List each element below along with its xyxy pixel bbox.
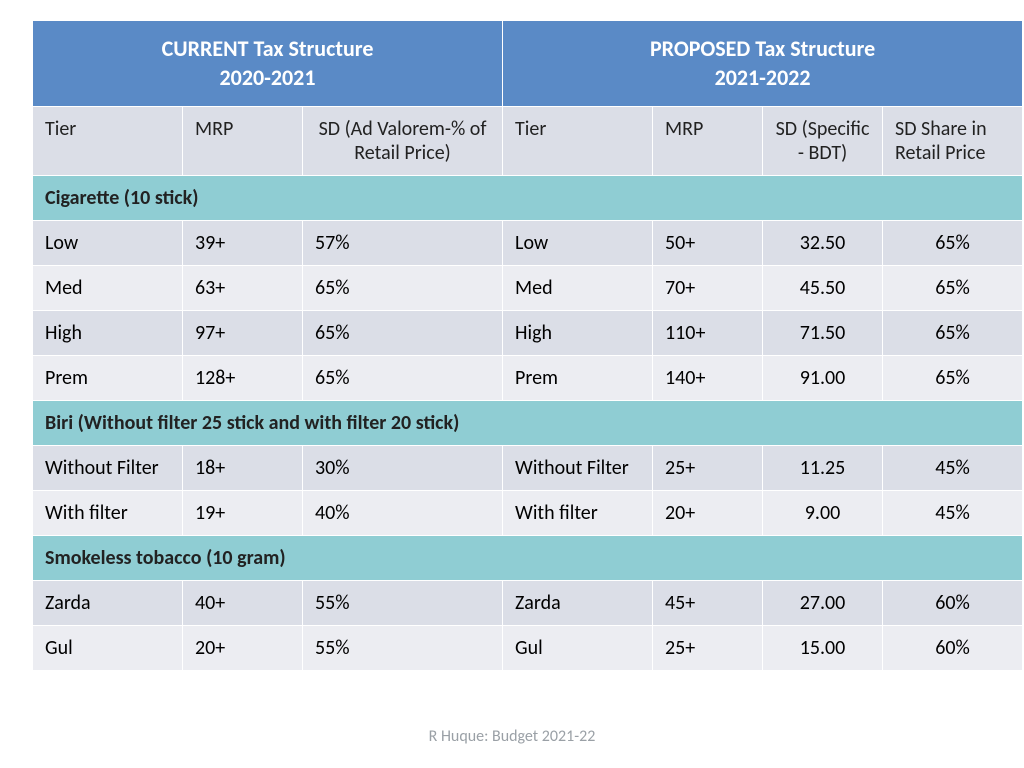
tax-structure-table-container: CURRENT Tax Structure 2020-2021 PROPOSED… bbox=[32, 20, 992, 671]
cell-mrp-current: 128+ bbox=[183, 356, 303, 401]
cell-sd-current: 65% bbox=[303, 356, 503, 401]
cell-sd-proposed: 9.00 bbox=[763, 491, 883, 536]
cell-mrp-proposed: 70+ bbox=[653, 266, 763, 311]
footer-note: R Huque: Budget 2021-22 bbox=[0, 727, 1024, 746]
cell-tier-current: With filter bbox=[33, 491, 183, 536]
cell-sd-share: 45% bbox=[883, 491, 1023, 536]
cell-sd-current: 65% bbox=[303, 311, 503, 356]
cell-sd-proposed: 45.50 bbox=[763, 266, 883, 311]
cell-tier-proposed: High bbox=[503, 311, 653, 356]
cell-sd-current: 30% bbox=[303, 446, 503, 491]
cell-sd-share: 65% bbox=[883, 221, 1023, 266]
cell-sd-proposed: 91.00 bbox=[763, 356, 883, 401]
cell-tier-current: Gul bbox=[33, 626, 183, 671]
subheader-sd-current: SD (Ad Valorem-% of Retail Price) bbox=[303, 107, 503, 176]
subheader-sd-proposed: SD (Specific - BDT) bbox=[763, 107, 883, 176]
table-subheader-row: Tier MRP SD (Ad Valorem-% of Retail Pric… bbox=[33, 107, 1023, 176]
cell-sd-share: 65% bbox=[883, 311, 1023, 356]
header-current-line2: 2020-2021 bbox=[220, 64, 316, 91]
cell-mrp-proposed: 25+ bbox=[653, 446, 763, 491]
cell-tier-proposed: Gul bbox=[503, 626, 653, 671]
cell-tier-proposed: Zarda bbox=[503, 581, 653, 626]
cell-tier-proposed: With filter bbox=[503, 491, 653, 536]
header-current: CURRENT Tax Structure 2020-2021 bbox=[33, 21, 503, 107]
table-row: Zarda40+55%Zarda45+27.0060% bbox=[33, 581, 1023, 626]
cell-mrp-current: 40+ bbox=[183, 581, 303, 626]
header-current-line1: CURRENT Tax Structure bbox=[162, 35, 374, 62]
cell-sd-current: 57% bbox=[303, 221, 503, 266]
cell-sd-proposed: 32.50 bbox=[763, 221, 883, 266]
cell-tier-current: Prem bbox=[33, 356, 183, 401]
cell-sd-proposed: 15.00 bbox=[763, 626, 883, 671]
cell-tier-current: High bbox=[33, 311, 183, 356]
cell-tier-proposed: Low bbox=[503, 221, 653, 266]
header-proposed-line1: PROPOSED Tax Structure bbox=[650, 35, 875, 62]
cell-sd-current: 55% bbox=[303, 581, 503, 626]
header-proposed-line2: 2021-2022 bbox=[715, 64, 811, 91]
cell-mrp-current: 39+ bbox=[183, 221, 303, 266]
subheader-tier-proposed: Tier bbox=[503, 107, 653, 176]
cell-mrp-proposed: 45+ bbox=[653, 581, 763, 626]
section-title: Smokeless tobacco (10 gram) bbox=[33, 536, 1023, 581]
cell-mrp-current: 63+ bbox=[183, 266, 303, 311]
cell-sd-current: 40% bbox=[303, 491, 503, 536]
table-row: Prem128+65%Prem140+91.0065% bbox=[33, 356, 1023, 401]
cell-mrp-proposed: 25+ bbox=[653, 626, 763, 671]
cell-sd-current: 65% bbox=[303, 266, 503, 311]
tax-structure-table: CURRENT Tax Structure 2020-2021 PROPOSED… bbox=[32, 20, 1023, 671]
table-header-row: CURRENT Tax Structure 2020-2021 PROPOSED… bbox=[33, 21, 1023, 107]
cell-tier-current: Zarda bbox=[33, 581, 183, 626]
cell-sd-current: 55% bbox=[303, 626, 503, 671]
cell-mrp-proposed: 110+ bbox=[653, 311, 763, 356]
cell-tier-proposed: Without Filter bbox=[503, 446, 653, 491]
cell-mrp-current: 18+ bbox=[183, 446, 303, 491]
cell-mrp-proposed: 20+ bbox=[653, 491, 763, 536]
cell-sd-share: 65% bbox=[883, 356, 1023, 401]
cell-sd-proposed: 11.25 bbox=[763, 446, 883, 491]
cell-sd-proposed: 27.00 bbox=[763, 581, 883, 626]
section-title: Cigarette (10 stick) bbox=[33, 176, 1023, 221]
cell-sd-share: 60% bbox=[883, 626, 1023, 671]
subheader-sd-share: SD Share in Retail Price bbox=[883, 107, 1023, 176]
section-row: Biri (Without filter 25 stick and with f… bbox=[33, 401, 1023, 446]
cell-tier-proposed: Prem bbox=[503, 356, 653, 401]
cell-mrp-current: 19+ bbox=[183, 491, 303, 536]
cell-sd-share: 65% bbox=[883, 266, 1023, 311]
subheader-mrp-proposed: MRP bbox=[653, 107, 763, 176]
cell-tier-current: Med bbox=[33, 266, 183, 311]
table-row: Gul20+55%Gul25+15.0060% bbox=[33, 626, 1023, 671]
section-row: Smokeless tobacco (10 gram) bbox=[33, 536, 1023, 581]
header-proposed: PROPOSED Tax Structure 2021-2022 bbox=[503, 21, 1023, 107]
cell-tier-current: Without Filter bbox=[33, 446, 183, 491]
section-title: Biri (Without filter 25 stick and with f… bbox=[33, 401, 1023, 446]
cell-tier-current: Low bbox=[33, 221, 183, 266]
cell-mrp-current: 20+ bbox=[183, 626, 303, 671]
section-row: Cigarette (10 stick) bbox=[33, 176, 1023, 221]
cell-sd-proposed: 71.50 bbox=[763, 311, 883, 356]
table-row: High97+65%High110+71.5065% bbox=[33, 311, 1023, 356]
cell-tier-proposed: Med bbox=[503, 266, 653, 311]
table-row: Med63+65%Med70+45.5065% bbox=[33, 266, 1023, 311]
cell-mrp-proposed: 50+ bbox=[653, 221, 763, 266]
table-row: With filter19+40%With filter20+9.0045% bbox=[33, 491, 1023, 536]
subheader-tier-current: Tier bbox=[33, 107, 183, 176]
table-row: Without Filter18+30%Without Filter25+11.… bbox=[33, 446, 1023, 491]
cell-sd-share: 60% bbox=[883, 581, 1023, 626]
cell-mrp-proposed: 140+ bbox=[653, 356, 763, 401]
table-row: Low39+57%Low50+32.5065% bbox=[33, 221, 1023, 266]
cell-sd-share: 45% bbox=[883, 446, 1023, 491]
subheader-mrp-current: MRP bbox=[183, 107, 303, 176]
cell-mrp-current: 97+ bbox=[183, 311, 303, 356]
